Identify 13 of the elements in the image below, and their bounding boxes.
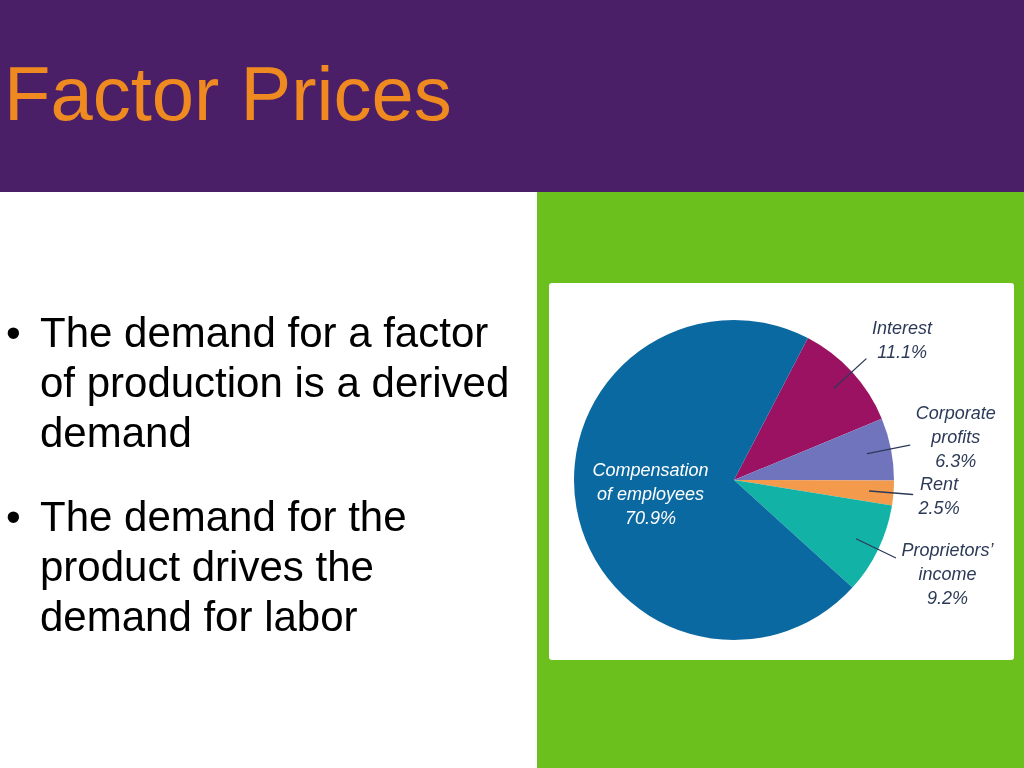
text: • The demand for the product drives the demand for labor [6, 492, 407, 640]
data-label: 6.3% [935, 450, 977, 471]
text: • The demand for a factor of production is a derived demand [6, 308, 510, 456]
slice-label: Corporate profits [915, 402, 996, 447]
slice-label: Interest [872, 318, 934, 339]
data-label: 2.5% [917, 497, 960, 518]
slice-label: Compensation of employees [592, 459, 709, 504]
data-label: 9.2% [926, 587, 968, 608]
slice-label: Proprietors’ income [901, 539, 995, 584]
data-label: 11.1% [877, 342, 927, 363]
data-label: 70.9% [625, 507, 677, 528]
slice-label: Rent [920, 473, 960, 494]
chart-title: Factor Prices [4, 51, 452, 136]
